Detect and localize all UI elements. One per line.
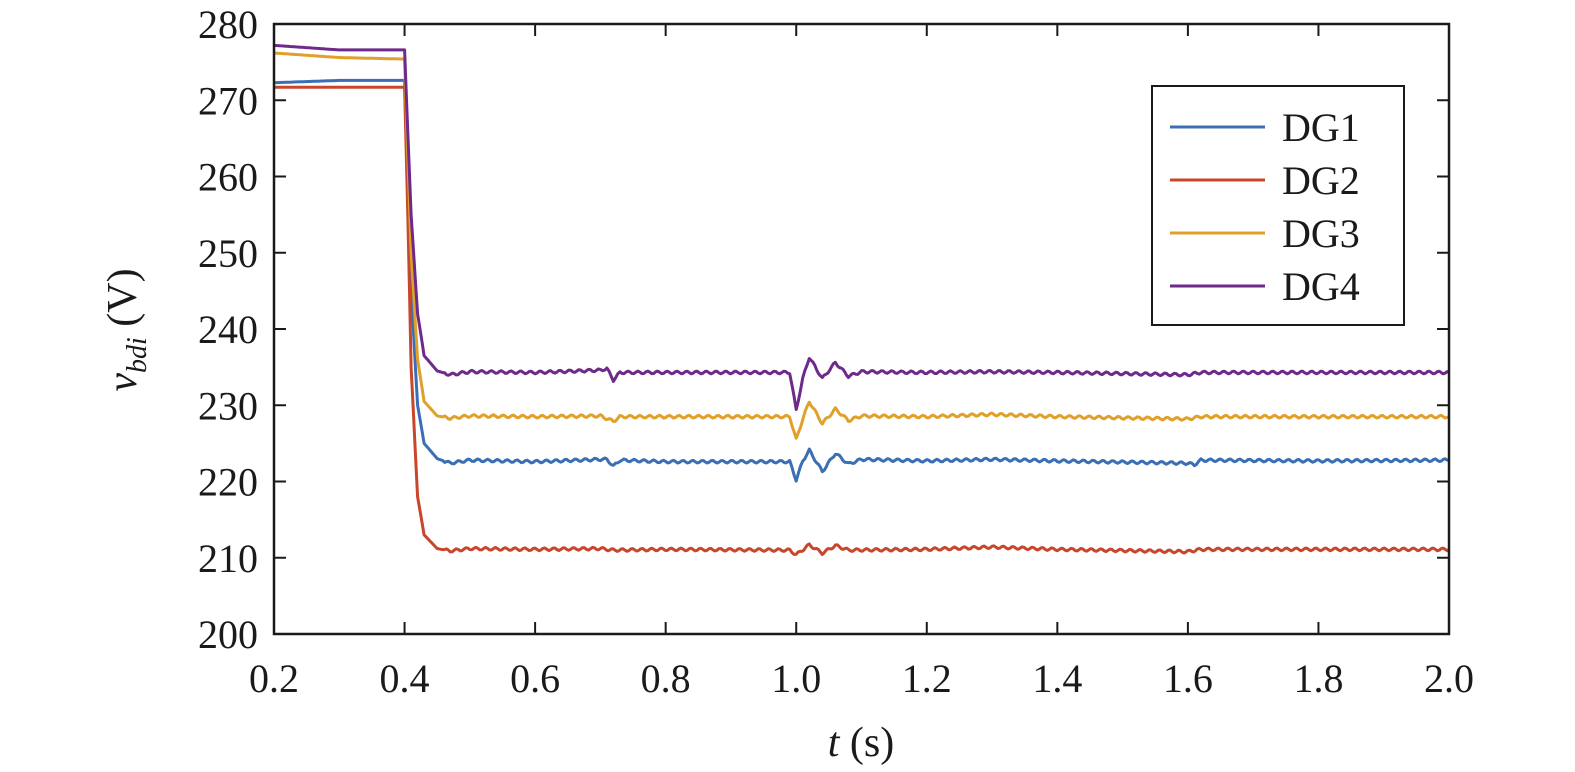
series-line-dg4 [273,43,1450,411]
x-axis-unit: (s) [839,720,894,766]
x-tick-label: 1.6 [1163,656,1213,701]
tick-labels-layer: 0.2 0.4 0.6 0.8 1.0 1.2 1.4 1.6 1.8 2.0 200 210 220 2… [198,2,1474,701]
x-tick-label: 1.8 [1293,656,1343,701]
y-axis-subscript: bdi [122,337,153,373]
legend: DG1 DG2 DG3 DG4 [1151,85,1405,326]
y-tick-label: 240 [198,307,258,352]
y-tick-label: 210 [198,536,258,581]
y-tick-label: 260 [198,155,258,200]
y-axis-label: vbdi (V) [100,268,153,391]
x-tick-label: 1.4 [1032,656,1082,701]
y-tick-label: 230 [198,383,258,428]
legend-box [1151,85,1405,326]
x-tick-label: 2.0 [1424,656,1474,701]
legend-label-dg3: DG3 [1282,211,1360,256]
x-axis-label: t (s) [828,720,895,766]
y-tick-label: 200 [198,612,258,657]
x-tick-label: 1.0 [771,656,821,701]
y-tick-label: 220 [198,460,258,505]
x-tick-label: 0.4 [380,656,430,701]
y-axis-unit: (V) [100,268,146,337]
legend-label-dg4: DG4 [1282,264,1360,309]
series-line-dg1 [273,78,1449,483]
series-line-dg2 [274,85,1450,556]
y-tick-label: 270 [198,78,258,123]
legend-label-dg1: DG1 [1282,105,1360,150]
y-tick-label: 250 [198,231,258,276]
x-tick-label: 1.2 [902,656,952,701]
x-tick-label: 0.8 [641,656,691,701]
x-tick-label: 0.6 [510,656,560,701]
plot-frame [272,22,1451,636]
series-line-dg3 [273,51,1450,440]
legend-label-dg2: DG2 [1282,158,1360,203]
x-axis-var: t [828,720,841,766]
y-axis-var: v [100,373,146,392]
series-layer [273,43,1450,556]
x-tick-label: 0.2 [249,656,299,701]
y-tick-label: 280 [198,2,258,47]
